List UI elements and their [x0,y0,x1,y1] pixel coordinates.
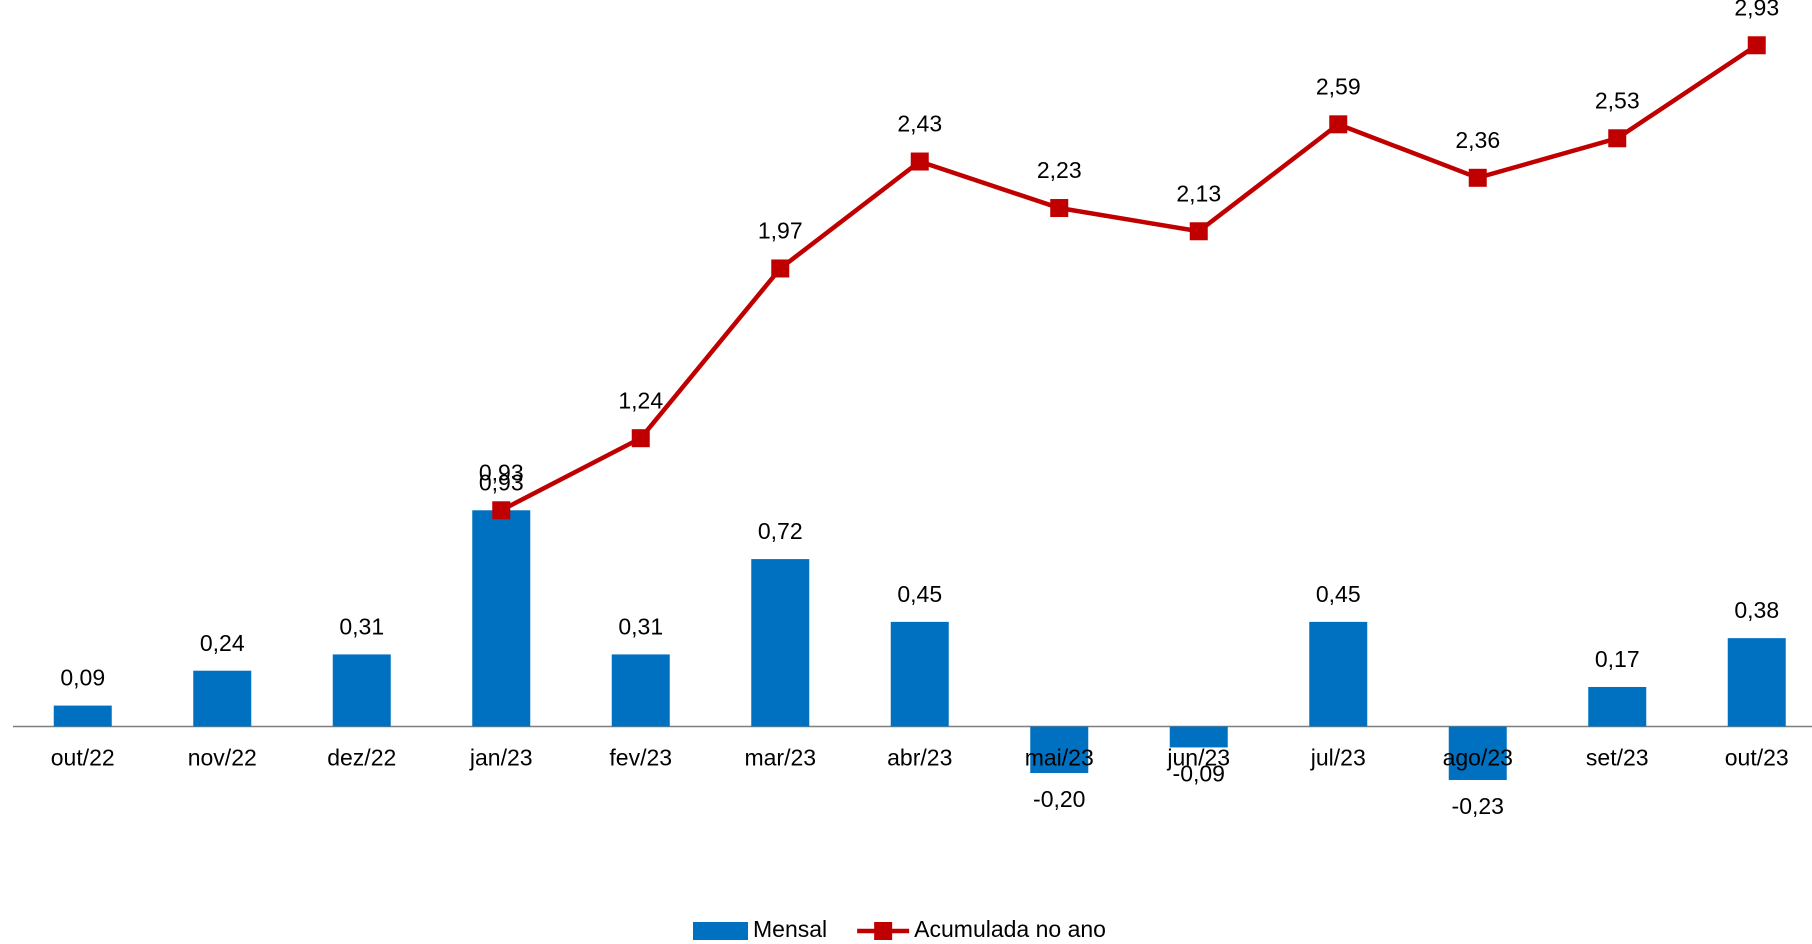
x-tick-label: set/23 [1586,745,1649,771]
bar-value-label: -0,20 [1033,786,1085,812]
line-marker [492,501,511,520]
bar-value-label: -0,23 [1452,793,1504,819]
bar-value-label: 0,45 [1316,581,1361,607]
bar [611,654,670,727]
line-value-label: 2,53 [1595,87,1640,113]
x-tick-label: ago/23 [1443,745,1513,771]
bar [1030,726,1089,773]
line-value-label: 1,24 [618,387,663,413]
line-value-label: 2,13 [1176,180,1221,206]
bar [751,559,810,727]
x-tick-label: jun/23 [1166,745,1230,771]
x-tick-label: mai/23 [1025,745,1094,771]
line-value-label: 1,97 [758,218,803,244]
line-value-label: 2,36 [1455,127,1500,153]
line-marker [1329,115,1348,134]
line-value-label: 2,43 [897,111,942,137]
x-tick-label: nov/22 [188,745,257,771]
bar-value-label: 0,72 [758,518,803,544]
line-value-label: 2,23 [1037,157,1082,183]
bar-value-label: 0,09 [60,665,105,691]
line [500,43,1758,513]
line-value-label: 0,93 [479,459,524,485]
bar-value-label: 0,31 [618,614,663,640]
line-value-label: 2,93 [1734,0,1779,20]
bar [193,670,252,727]
bar-value-label: -0,09 [1173,761,1225,787]
line-marker [1050,199,1069,218]
line-marker [771,259,790,278]
bar [472,510,531,727]
bar [1169,726,1228,748]
bar-value-label: 0,38 [1734,597,1779,623]
bar [1309,621,1368,727]
x-tick-label: out/22 [51,745,115,771]
bar-value-label: 0,45 [897,581,942,607]
legend-swatch [874,922,893,940]
bar-value-label: 0,17 [1595,646,1640,672]
bar-value-label: 0,31 [339,614,384,640]
line-marker [1189,222,1208,241]
bar [1727,638,1786,727]
x-tick-label: out/23 [1725,745,1789,771]
bar-value-label: 0,93 [479,469,524,495]
x-tick-label: abr/23 [887,745,952,771]
legend-label: Acumulada no ano [914,916,1106,942]
line-value-label: 2,59 [1316,73,1361,99]
bar [1588,686,1647,727]
bar [890,621,949,727]
x-tick-label: jul/23 [1310,745,1366,771]
line-marker [910,152,929,171]
x-tick-label: dez/22 [327,745,396,771]
bar [53,705,112,727]
legend-swatch [693,922,748,940]
x-tick-label: jan/23 [469,745,533,771]
x-tick-label: mar/23 [744,745,816,771]
x-tick-label: fev/23 [609,745,672,771]
line-marker [1608,129,1627,148]
bar-value-label: 0,24 [200,630,245,656]
line-marker [1468,168,1487,187]
line-marker [1747,36,1766,55]
bar [332,654,391,727]
line-marker [631,429,650,448]
legend-label: Mensal [753,916,827,942]
bar [1448,726,1507,780]
